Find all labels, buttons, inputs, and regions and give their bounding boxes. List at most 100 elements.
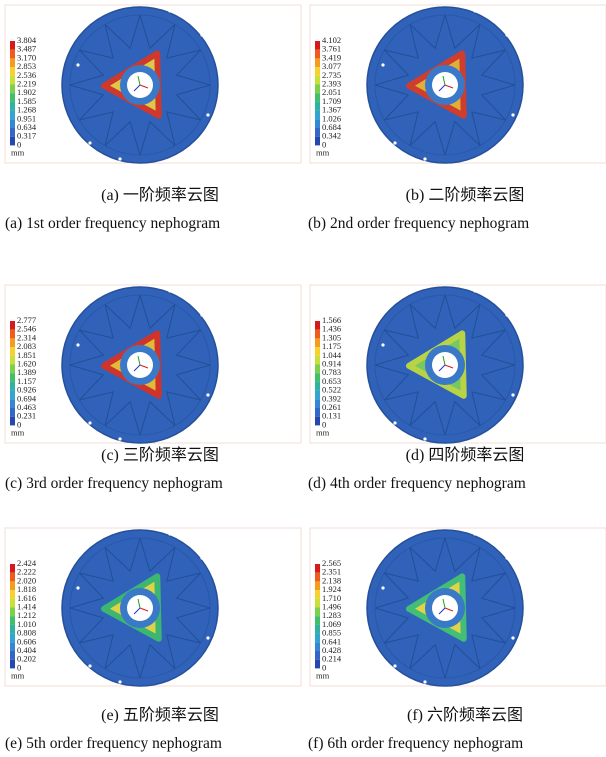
legend-swatch: [315, 651, 320, 660]
legend-swatch: [10, 41, 15, 50]
legend-swatch: [10, 573, 15, 582]
legend-swatch: [10, 599, 15, 608]
bolt-hole: [423, 437, 426, 440]
legend-swatch: [10, 382, 15, 391]
bolt-hole: [200, 33, 203, 36]
legend-swatch: [315, 102, 320, 111]
bolt-hole: [168, 9, 171, 12]
legend-swatch: [315, 50, 320, 59]
caption-cn: (e) 五阶频率云图: [101, 706, 219, 724]
caption-en: (d) 4th order frequency nephogram: [308, 475, 526, 492]
legend-swatch: [10, 634, 15, 643]
legend-swatch: [315, 330, 320, 339]
legend-swatch: [10, 67, 15, 76]
legend-unit: mm: [316, 147, 330, 157]
bolt-hole: [88, 141, 91, 144]
legend-swatch: [315, 564, 320, 573]
legend-swatch: [10, 660, 15, 669]
bolt-hole: [118, 157, 121, 160]
legend-swatch: [10, 373, 15, 382]
panel: 2.4242.2222.0201.8181.6161.4141.2121.010…: [5, 528, 301, 752]
legend-swatch: [10, 581, 15, 590]
bolt-hole: [200, 556, 203, 559]
legend-swatch: [315, 321, 320, 330]
legend-swatch: [10, 85, 15, 94]
legend-swatch: [315, 590, 320, 599]
legend-swatch: [315, 41, 320, 50]
caption-cn: (d) 四阶频率云图: [406, 446, 525, 464]
caption-cn: (a) 一阶频率云图: [101, 186, 219, 204]
bolt-hole: [206, 636, 209, 639]
legend-swatch: [10, 564, 15, 573]
legend-swatch: [315, 660, 320, 669]
legend-swatch: [10, 590, 15, 599]
bolt-hole: [76, 586, 79, 589]
bolt-hole: [393, 664, 396, 667]
legend-swatch: [315, 382, 320, 391]
bolt-hole: [88, 421, 91, 424]
legend-swatch: [315, 608, 320, 617]
legend-swatch: [10, 616, 15, 625]
bolt-hole: [473, 9, 476, 12]
legend-swatch: [315, 408, 320, 417]
caption-en: (f) 6th order frequency nephogram: [308, 735, 523, 752]
legend-swatch: [315, 137, 320, 146]
legend-swatch: [10, 50, 15, 59]
legend-unit: mm: [11, 670, 25, 680]
legend-swatch: [315, 391, 320, 400]
legend-swatch: [10, 137, 15, 146]
bolt-hole: [118, 680, 121, 683]
bolt-hole: [76, 63, 79, 66]
legend-swatch: [315, 111, 320, 120]
panel: 3.8043.4873.1702.8532.5362.2191.9021.585…: [5, 5, 301, 232]
legend-swatch: [315, 573, 320, 582]
panel: 2.5652.3512.1381.9241.7101.4961.2831.069…: [308, 528, 606, 752]
legend-swatch: [10, 399, 15, 408]
legend-swatch: [315, 399, 320, 408]
bolt-hole: [381, 63, 384, 66]
legend-unit: mm: [11, 427, 25, 437]
legend-swatch: [10, 356, 15, 365]
bolt-hole: [511, 636, 514, 639]
panel: 1.5661.4361.3051.1751.0440.9140.7830.653…: [308, 285, 606, 492]
legend-swatch: [10, 76, 15, 85]
legend-swatch: [10, 408, 15, 417]
legend-swatch: [315, 373, 320, 382]
legend-swatch: [10, 111, 15, 120]
legend-swatch: [10, 93, 15, 102]
bolt-hole: [88, 664, 91, 667]
legend-swatch: [315, 338, 320, 347]
bolt-hole: [381, 586, 384, 589]
legend-swatch: [10, 651, 15, 660]
panel: 4.1023.7613.4193.0772.7352.3932.0511.709…: [308, 5, 606, 232]
legend-swatch: [315, 599, 320, 608]
caption-en: (e) 5th order frequency nephogram: [5, 735, 222, 752]
legend-swatch: [315, 119, 320, 128]
legend-swatch: [10, 102, 15, 111]
legend-swatch: [10, 608, 15, 617]
caption-en: (c) 3rd order frequency nephogram: [5, 475, 223, 492]
bolt-hole: [511, 113, 514, 116]
bolt-hole: [381, 343, 384, 346]
bolt-hole: [505, 313, 508, 316]
bolt-hole: [423, 157, 426, 160]
caption-cn: (b) 二阶频率云图: [406, 186, 525, 204]
legend-unit: mm: [316, 427, 330, 437]
bolt-hole: [393, 421, 396, 424]
legend-swatch: [315, 642, 320, 651]
bolt-hole: [393, 141, 396, 144]
legend-swatch: [10, 330, 15, 339]
bolt-hole: [423, 680, 426, 683]
caption-en: (a) 1st order frequency nephogram: [5, 215, 220, 232]
legend-swatch: [10, 58, 15, 67]
legend-swatch: [10, 625, 15, 634]
figure: 3.8043.4873.1702.8532.5362.2191.9021.585…: [0, 0, 606, 757]
legend-swatch: [315, 85, 320, 94]
caption-en: (b) 2nd order frequency nephogram: [308, 215, 529, 232]
legend-swatch: [315, 417, 320, 426]
legend-swatch: [315, 581, 320, 590]
bolt-hole: [511, 393, 514, 396]
legend-swatch: [315, 634, 320, 643]
bolt-hole: [206, 393, 209, 396]
bolt-hole: [168, 532, 171, 535]
